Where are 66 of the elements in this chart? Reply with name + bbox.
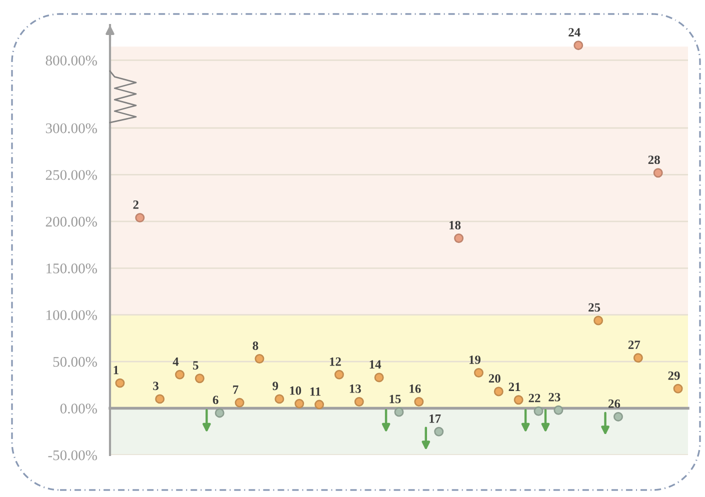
point	[414, 397, 424, 406]
series-label: 18	[450, 220, 461, 230]
point	[175, 370, 185, 380]
series-label: 23	[548, 392, 560, 402]
series-label: 1	[114, 366, 118, 374]
point	[454, 234, 464, 243]
series-label: 16	[410, 384, 421, 393]
point	[494, 386, 504, 396]
series-label: 7	[233, 386, 238, 394]
point	[394, 407, 404, 417]
series-label: 25	[588, 303, 600, 312]
point	[234, 398, 244, 408]
point	[673, 384, 683, 394]
y-tick-label: 250.00%	[46, 170, 98, 180]
series-label: 21	[508, 382, 520, 391]
point	[594, 316, 604, 326]
series-label: 4	[172, 357, 179, 366]
point	[115, 378, 125, 388]
y-tick-label: 800.00%	[46, 56, 98, 66]
point	[474, 368, 484, 378]
point	[254, 354, 264, 364]
series-label: 29	[668, 371, 680, 380]
series-label: 27	[628, 340, 640, 349]
series-label: 2	[133, 200, 138, 209]
series-label: 5	[193, 361, 198, 370]
series-label: 13	[350, 384, 361, 393]
series-label: 14	[370, 360, 382, 369]
point	[434, 426, 444, 436]
point	[155, 394, 165, 404]
y-tick-label: 0.00%	[60, 404, 98, 414]
series-label: 6	[212, 396, 218, 404]
series-label: 10	[290, 386, 302, 395]
series-label: 12	[330, 357, 341, 366]
series-label: 17	[430, 414, 441, 423]
point	[534, 406, 544, 416]
point	[633, 353, 643, 363]
series-label: 11	[310, 387, 321, 396]
series-label: 28	[648, 156, 660, 164]
y-tick-label: 200.00%	[46, 216, 98, 227]
point	[613, 412, 623, 422]
series-label: 3	[153, 382, 158, 390]
y-tick-label: -50.00%	[48, 450, 98, 460]
point	[135, 212, 145, 222]
point	[294, 398, 304, 408]
y-tick-label: 150.00%	[46, 264, 98, 274]
y-tick-label: 100.00%	[46, 310, 98, 320]
point	[274, 394, 284, 404]
series-label: 24	[568, 28, 580, 36]
series-label: 22	[528, 394, 540, 402]
point	[194, 374, 204, 384]
series-label: 9	[272, 382, 278, 390]
point	[334, 370, 344, 380]
point	[314, 400, 324, 410]
series-label: 15	[390, 394, 401, 404]
point	[554, 405, 564, 415]
y-tick-label: 300.00%	[46, 123, 98, 134]
point	[374, 372, 384, 382]
series-label: 8	[252, 342, 258, 350]
y-tick-label: 50.00%	[53, 356, 98, 367]
point	[354, 397, 364, 406]
point	[653, 168, 663, 178]
series-label: 19	[469, 356, 480, 364]
series-label: 20	[488, 374, 500, 383]
point	[514, 395, 524, 405]
series-label: 26	[608, 399, 620, 408]
point	[214, 408, 224, 418]
